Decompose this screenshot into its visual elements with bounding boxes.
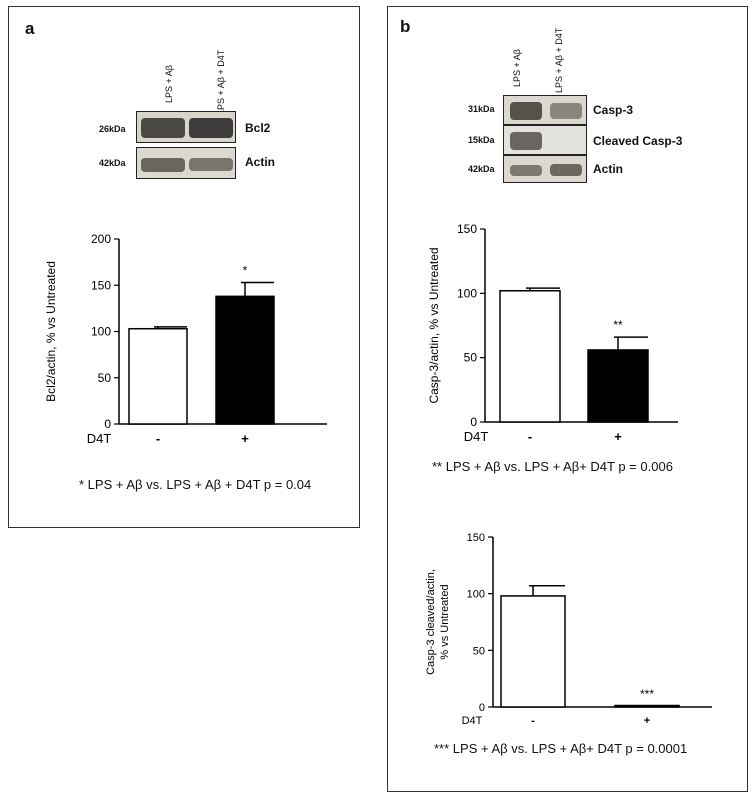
blot-name: Casp-3 [593, 103, 634, 117]
y-tick-label: 100 [467, 589, 485, 601]
y-axis-label: Casp-3/actin, % vs Untreated [427, 247, 441, 403]
y-tick-label: 150 [91, 278, 111, 292]
significance-marker: *** [640, 687, 654, 701]
panel-letter-a: a [25, 19, 35, 38]
category-label: - [531, 715, 535, 727]
y-axis-label: Bcl2/actin, % vs Untreated [44, 261, 58, 402]
y-axis-label: % vs Untreated [439, 584, 451, 659]
blot-name: Cleaved Casp-3 [593, 134, 683, 148]
blot-name: Actin [593, 162, 623, 176]
significance-marker: * [243, 263, 248, 277]
cleaved-casp3-bar-chart: 0 50 100 150 Casp-3 cleaved/actin,% vs Untre… [425, 532, 712, 727]
blot-bcl2 [136, 111, 236, 143]
treatment-label: D4T [87, 431, 112, 446]
panel-a: a LPS + Aβ LPS + Aβ + D4T 26kDa Bcl2 42k… [8, 6, 360, 528]
blot-band [189, 118, 233, 138]
bcl2-bar-chart: 0 50 100 150 200 Bcl2/actin, % vs Untreated - *… [44, 232, 327, 446]
bar-untreated [500, 595, 566, 708]
blot-band [510, 102, 542, 120]
y-tick-label: 50 [473, 645, 485, 657]
kda-label: 42kDa [468, 164, 495, 174]
blot-actin [136, 147, 236, 179]
lane-header-2: LPS + Aβ + D4T [216, 49, 226, 115]
category-label: + [241, 431, 249, 446]
treatment-label: D4T [462, 715, 483, 727]
blot-name: Actin [245, 155, 275, 169]
kda-label: 15kDa [468, 135, 495, 145]
category-label: + [614, 429, 622, 444]
y-tick-label: 0 [479, 702, 485, 714]
lane-header-1: LPS + Aβ [512, 49, 522, 87]
y-tick-label: 200 [91, 232, 111, 246]
kda-label: 42kDa [99, 158, 126, 168]
category-label: + [644, 715, 650, 727]
category-label: - [528, 429, 532, 444]
y-tick-label: 50 [464, 351, 478, 365]
stat-note: ** LPS + Aβ vs. LPS + Aβ+ D4T p = 0.006 [432, 459, 673, 474]
lane-header-1: LPS + Aβ [164, 65, 174, 103]
lane-header-2: LPS + Aβ + D4T [554, 27, 564, 93]
y-tick-label: 100 [91, 325, 111, 339]
stat-note: * LPS + Aβ vs. LPS + Aβ + D4T p = 0.04 [79, 477, 312, 492]
bar-d4t [215, 295, 275, 425]
y-tick-label: 150 [467, 532, 485, 544]
bar-d4t [614, 704, 680, 708]
y-tick-label: 50 [98, 371, 112, 385]
treatment-label: D4T [464, 429, 489, 444]
blot-band [141, 118, 185, 138]
blot-band [510, 132, 542, 150]
bar-untreated [499, 290, 561, 423]
blot-actin [503, 155, 587, 183]
kda-label: 31kDa [468, 104, 495, 114]
y-tick-label: 0 [470, 415, 477, 429]
y-tick-label: 0 [104, 417, 111, 431]
blot-band [550, 164, 582, 176]
casp3-bar-chart: 0 50 100 150 Casp-3/actin, % vs Untreated - **… [427, 222, 678, 444]
bar-d4t [587, 349, 649, 423]
y-tick-label: 100 [457, 286, 477, 300]
stat-note: *** LPS + Aβ vs. LPS + Aβ+ D4T p = 0.000… [434, 741, 688, 756]
blot-band [141, 158, 185, 172]
kda-label: 26kDa [99, 124, 126, 134]
blot-band [510, 165, 542, 176]
panel-letter-b: b [400, 17, 411, 36]
blot-casp3 [503, 95, 587, 125]
panel-b: b LPS + Aβ LPS + Aβ + D4T 31kDa Casp-3 1… [387, 6, 748, 792]
blot-band [189, 158, 233, 171]
blot-name: Bcl2 [245, 121, 271, 135]
y-axis-label: Casp-3 cleaved/actin, [425, 569, 437, 675]
category-label: - [156, 431, 160, 446]
blot-cleaved-casp3 [503, 125, 587, 155]
significance-marker: ** [613, 318, 623, 332]
y-tick-label: 150 [457, 222, 477, 236]
bar-untreated [128, 327, 188, 425]
blot-band [550, 103, 582, 119]
